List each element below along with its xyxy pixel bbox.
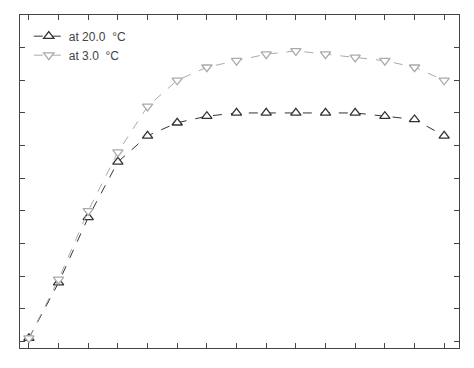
svg-text:at 3.0 °C: at 3.0 °C: [69, 49, 119, 63]
svg-text:at 20.0 °C: at 20.0 °C: [69, 30, 126, 44]
